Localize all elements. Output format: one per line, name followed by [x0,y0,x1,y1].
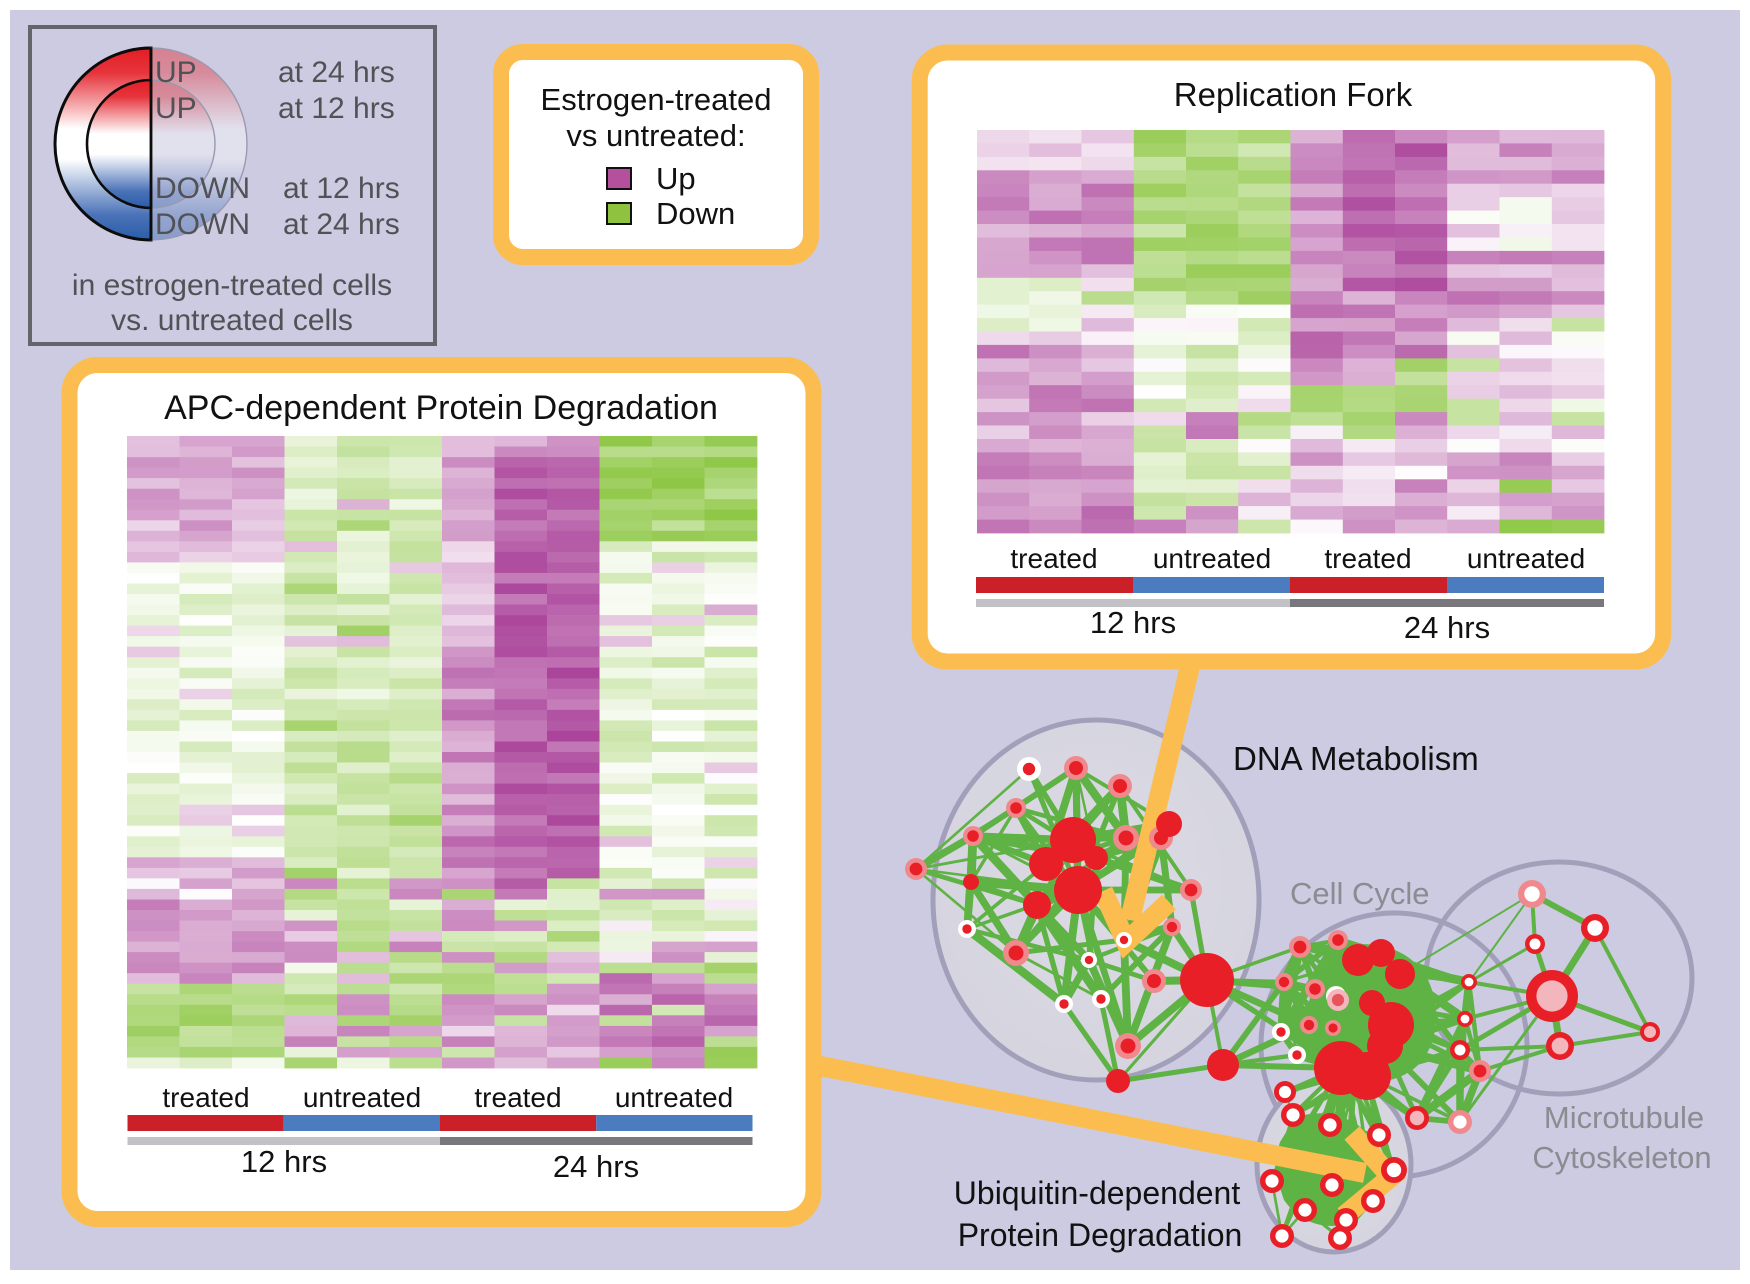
svg-text:DOWN: DOWN [155,172,250,205]
svg-text:treated: treated [1010,543,1097,574]
svg-text:untreated: untreated [303,1082,421,1113]
svg-text:12 hrs: 12 hrs [1090,605,1176,640]
svg-text:Microtubule: Microtubule [1544,1100,1704,1135]
svg-text:Down: Down [656,196,735,231]
svg-text:DNA Metabolism: DNA Metabolism [1233,740,1479,777]
svg-text:treated: treated [162,1082,249,1113]
svg-text:untreated: untreated [1153,543,1271,574]
svg-text:UP: UP [155,56,197,89]
svg-text:at 24 hrs: at 24 hrs [278,56,395,89]
svg-text:Ubiquitin-dependent: Ubiquitin-dependent [954,1175,1241,1211]
svg-text:vs. untreated cells: vs. untreated cells [111,304,353,337]
svg-text:12 hrs: 12 hrs [241,1144,327,1179]
svg-text:DOWN: DOWN [155,208,250,241]
svg-text:in estrogen-treated cells: in estrogen-treated cells [72,269,392,302]
svg-text:untreated: untreated [615,1082,733,1113]
svg-text:Cytoskeleton: Cytoskeleton [1532,1140,1711,1175]
svg-text:at 24 hrs: at 24 hrs [283,208,400,241]
svg-text:Replication Fork: Replication Fork [1174,76,1413,113]
svg-text:at 12 hrs: at 12 hrs [278,92,395,125]
svg-text:at 12 hrs: at 12 hrs [283,172,400,205]
svg-text:APC-dependent Protein Degradat: APC-dependent Protein Degradation [164,389,718,427]
svg-text:treated: treated [1324,543,1411,574]
svg-text:24 hrs: 24 hrs [553,1149,639,1184]
svg-text:untreated: untreated [1467,543,1585,574]
svg-text:UP: UP [155,92,197,125]
svg-text:24 hrs: 24 hrs [1404,610,1490,645]
svg-text:treated: treated [474,1082,561,1113]
svg-text:vs untreated:: vs untreated: [566,118,745,153]
svg-text:Cell Cycle: Cell Cycle [1290,876,1430,911]
svg-text:Up: Up [656,161,696,196]
svg-text:Estrogen-treated: Estrogen-treated [541,82,772,117]
svg-text:Protein Degradation: Protein Degradation [958,1217,1243,1253]
